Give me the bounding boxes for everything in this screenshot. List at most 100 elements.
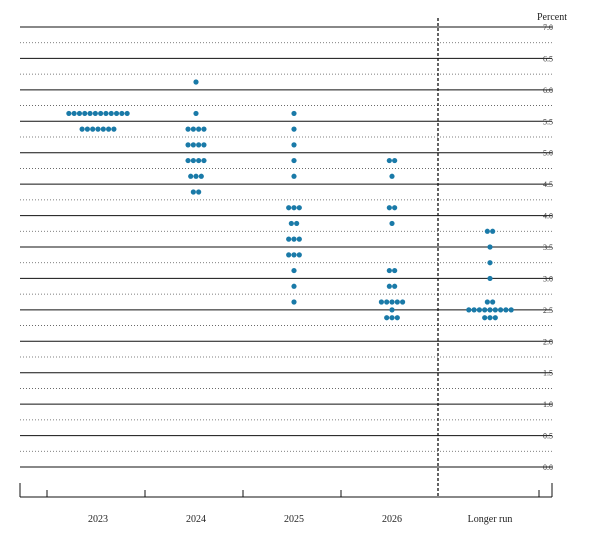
participant-dot bbox=[190, 126, 196, 132]
participant-dot bbox=[487, 244, 493, 250]
participant-dot bbox=[201, 126, 207, 132]
participant-dot bbox=[79, 126, 85, 132]
unit-label: Percent bbox=[537, 12, 567, 23]
dot-series bbox=[66, 79, 514, 321]
y-tick-label: 1.0 bbox=[543, 400, 553, 409]
participant-dot bbox=[71, 110, 77, 117]
participant-dot bbox=[286, 252, 292, 258]
participant-dot bbox=[296, 236, 302, 242]
participant-dot bbox=[108, 110, 114, 117]
participant-dot bbox=[386, 157, 392, 164]
participant-dot bbox=[291, 173, 297, 179]
category-labels: 2023 2024 2025 2026 Longer run bbox=[88, 514, 512, 525]
participant-dot bbox=[288, 220, 294, 227]
participant-dot bbox=[492, 315, 498, 321]
participant-dot bbox=[394, 315, 400, 321]
participant-dot bbox=[490, 228, 496, 234]
participant-dot bbox=[503, 307, 509, 313]
participant-dot bbox=[487, 315, 493, 321]
participant-dot bbox=[291, 267, 297, 274]
grid-lines bbox=[20, 26, 552, 468]
participant-dot bbox=[296, 252, 302, 258]
y-tick-label: 2.0 bbox=[543, 337, 553, 346]
participant-dot bbox=[95, 126, 101, 132]
participant-dot bbox=[111, 126, 117, 132]
participant-dot bbox=[291, 236, 297, 242]
participant-dot bbox=[185, 157, 191, 164]
participant-dot bbox=[291, 205, 297, 211]
participant-dot bbox=[476, 307, 482, 313]
x-axis bbox=[19, 18, 553, 498]
participant-dot bbox=[190, 142, 196, 148]
participant-dot bbox=[508, 307, 514, 313]
participant-dot bbox=[119, 110, 125, 117]
participant-dot bbox=[291, 126, 297, 132]
participant-dot bbox=[471, 307, 477, 313]
participant-dot bbox=[84, 126, 90, 132]
participant-dot bbox=[82, 110, 88, 117]
participant-dot bbox=[92, 110, 98, 117]
participant-dot bbox=[492, 307, 498, 313]
participant-dot bbox=[392, 267, 398, 274]
participant-dot bbox=[294, 220, 300, 227]
participant-dot bbox=[201, 142, 207, 148]
participant-dot bbox=[490, 299, 496, 305]
participant-dot bbox=[196, 189, 202, 195]
participant-dot bbox=[201, 157, 207, 164]
y-tick-label: 6.0 bbox=[543, 86, 553, 95]
participant-dot bbox=[124, 110, 130, 117]
participant-dot bbox=[103, 110, 109, 117]
participant-dot bbox=[291, 157, 297, 164]
participant-dot bbox=[193, 173, 199, 179]
participant-dot bbox=[190, 157, 196, 164]
participant-dot bbox=[389, 299, 395, 305]
participant-dot bbox=[291, 110, 297, 117]
participant-dot bbox=[482, 307, 488, 313]
participant-dot bbox=[100, 126, 106, 132]
participant-dot bbox=[484, 299, 490, 305]
participant-dot bbox=[487, 275, 493, 282]
participant-dot bbox=[389, 220, 395, 227]
participant-dot bbox=[378, 299, 384, 305]
category-label: 2026 bbox=[382, 514, 402, 525]
participant-dot bbox=[106, 126, 112, 132]
participant-dot bbox=[196, 157, 202, 164]
participant-dot bbox=[392, 157, 398, 164]
participant-dot bbox=[198, 173, 204, 179]
participant-dot bbox=[386, 267, 392, 274]
participant-dot bbox=[389, 307, 395, 313]
participant-dot bbox=[394, 299, 400, 305]
participant-dot bbox=[384, 299, 390, 305]
category-label: Longer run bbox=[468, 514, 513, 525]
y-tick-label: 5.0 bbox=[543, 149, 553, 158]
participant-dot bbox=[484, 228, 490, 234]
participant-dot bbox=[196, 126, 202, 132]
participant-dot bbox=[193, 110, 199, 117]
participant-dot bbox=[482, 315, 488, 321]
y-tick-label: 0.0 bbox=[543, 463, 553, 472]
participant-dot bbox=[384, 315, 390, 321]
participant-dot bbox=[296, 205, 302, 211]
participant-dot bbox=[185, 142, 191, 148]
participant-dot bbox=[291, 142, 297, 148]
y-tick-label: 3.0 bbox=[543, 274, 553, 283]
participant-dot bbox=[291, 283, 297, 289]
participant-dot bbox=[190, 189, 196, 195]
y-tick-label: 0.5 bbox=[543, 432, 553, 441]
y-tick-label: 4.0 bbox=[543, 212, 553, 221]
participant-dot bbox=[66, 110, 72, 117]
participant-dot bbox=[98, 110, 104, 117]
category-label: 2023 bbox=[88, 514, 108, 525]
participant-dot bbox=[498, 307, 504, 313]
participant-dot bbox=[193, 79, 199, 85]
participant-dot bbox=[90, 126, 96, 132]
participant-dot bbox=[188, 173, 194, 179]
participant-dot bbox=[386, 205, 392, 211]
participant-dot bbox=[487, 307, 493, 313]
y-tick-label: 3.5 bbox=[543, 243, 553, 252]
y-tick-label: 2.5 bbox=[543, 306, 553, 315]
y-tick-label: 4.5 bbox=[543, 180, 553, 189]
participant-dot bbox=[392, 205, 398, 211]
category-label: 2024 bbox=[186, 514, 206, 525]
